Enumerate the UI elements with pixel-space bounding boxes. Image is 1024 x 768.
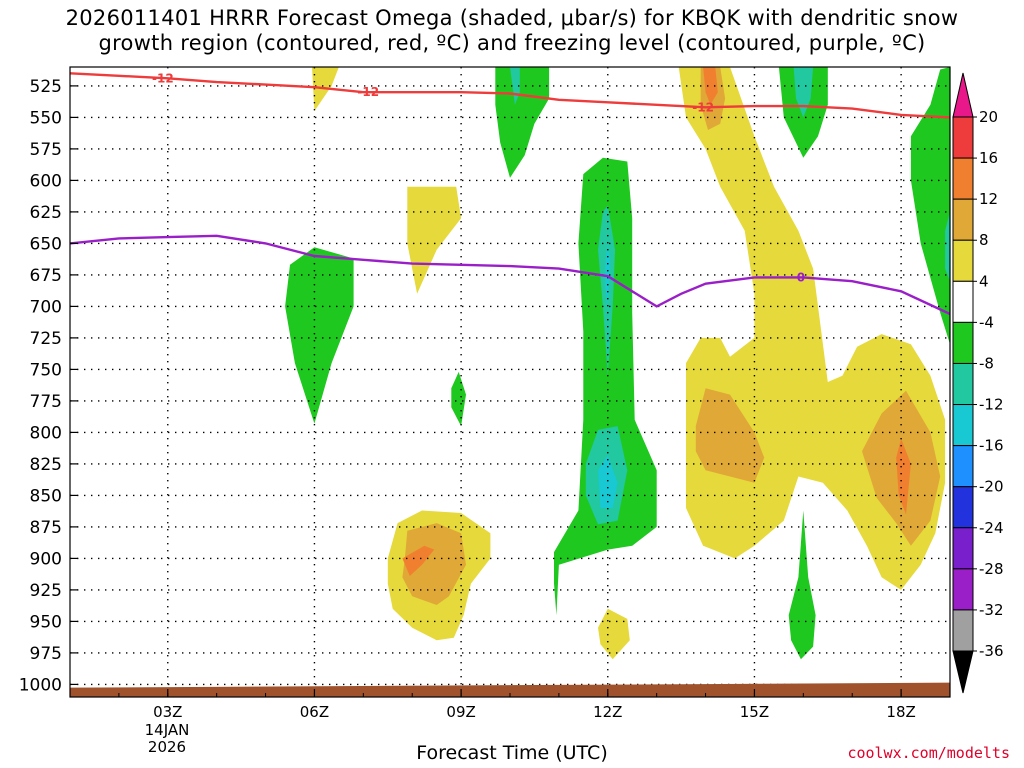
colorbar-band <box>952 568 974 611</box>
colorbar-band <box>952 321 974 364</box>
omega-region-15 <box>945 211 950 282</box>
x-axis-title: Forecast Time (UTC) <box>416 742 608 764</box>
colorbar-bottom-arrow <box>952 650 974 694</box>
y-tick-label: 925 <box>30 581 62 601</box>
omega-region-4 <box>495 67 550 178</box>
terrain-surface <box>70 682 950 697</box>
omega-region-17 <box>402 523 466 605</box>
y-tick-label: 825 <box>30 455 62 475</box>
omega-shading <box>285 67 950 660</box>
y-axis: 525 550 575 600 625 650 675 700 725 750 775 800 825 8… <box>19 77 78 695</box>
y-tick-label: 625 <box>30 203 62 223</box>
omega-region-22 <box>703 67 718 105</box>
colorbar-band <box>952 157 974 200</box>
contour-lines: -12 -12 -12 0 <box>70 71 950 316</box>
date-line-day: 14JAN <box>144 721 190 739</box>
x-tick-label: 18Z <box>886 703 915 721</box>
freezing-contour-line <box>70 234 950 316</box>
x-tick-label: 15Z <box>740 703 769 721</box>
y-tick-label: 950 <box>30 612 62 632</box>
x-axis: 03Z 06Z 09Z 12Z 15Z 18Z <box>69 689 951 721</box>
colorbar-label: -8 <box>979 354 994 372</box>
y-tick-label: 675 <box>30 266 62 286</box>
y-tick-label: 750 <box>30 360 62 380</box>
y-tick-label: 875 <box>30 518 62 538</box>
y-tick-label: 525 <box>30 77 62 97</box>
y-tick-label: 700 <box>30 297 62 317</box>
y-tick-label: 900 <box>30 549 62 569</box>
omega-region-19 <box>598 608 630 660</box>
dgz-contour-label: -12 <box>357 85 379 99</box>
omega-region-25 <box>896 438 911 515</box>
y-tick-label: 600 <box>30 171 62 191</box>
colorbar-band <box>952 609 974 652</box>
colorbar-band <box>952 486 974 529</box>
omega-region-18 <box>402 545 435 576</box>
colorbar: 20 16 12 8 4 -4 -8 -12 -16 -20 -24 -28 -32 -36 <box>952 72 1004 694</box>
y-tick-label: 725 <box>30 329 62 349</box>
omega-region-3 <box>451 371 466 427</box>
y-tick-label: 550 <box>30 108 62 128</box>
freezing-contour-label: 0 <box>797 270 805 284</box>
colorbar-band <box>952 527 974 570</box>
colorbar-label: -12 <box>979 396 1004 414</box>
colorbar-label: -24 <box>979 519 1004 537</box>
omega-region-8 <box>605 243 611 307</box>
colorbar-band <box>952 362 974 406</box>
omega-region-6 <box>554 157 657 616</box>
dgz-contour-label: -12 <box>152 71 174 85</box>
y-tick-label: 800 <box>30 423 62 443</box>
x-tick-label: 09Z <box>446 703 475 721</box>
colorbar-band <box>952 198 974 241</box>
date-block: 14JAN 2026 <box>127 722 207 756</box>
y-tick-label: 850 <box>30 486 62 506</box>
colorbar-band <box>952 445 974 488</box>
x-tick-label: 03Z <box>153 703 182 721</box>
colorbar-label: -16 <box>979 437 1004 455</box>
date-line-year: 2026 <box>147 738 187 756</box>
y-tick-label: 1000 <box>19 675 62 695</box>
omega-region-14 <box>910 67 950 345</box>
omega-region-2 <box>285 247 354 424</box>
dgz-contour-label: -12 <box>692 100 714 114</box>
colorbar-label: -20 <box>979 478 1004 496</box>
omega-region-13 <box>788 510 816 660</box>
colorbar-top-arrow <box>952 72 974 118</box>
y-tick-label: 775 <box>30 392 62 412</box>
grid-lines <box>70 67 950 697</box>
colorbar-label: -28 <box>979 560 1004 578</box>
colorbar-band <box>952 239 974 282</box>
colorbar-label: -4 <box>979 313 994 331</box>
omega-region-1 <box>407 186 462 294</box>
colorbar-band <box>952 116 974 159</box>
colorbar-label: 4 <box>979 272 989 290</box>
colorbar-band <box>952 404 974 447</box>
chart-title: 2026011401 HRRR Forecast Omega (shaded, … <box>65 6 959 55</box>
omega-region-23 <box>695 388 765 483</box>
colorbar-label: -32 <box>979 601 1004 619</box>
colorbar-label: 12 <box>979 190 998 208</box>
colorbar-label: 20 <box>979 108 998 126</box>
x-tick-label: 06Z <box>300 703 329 721</box>
colorbar-band <box>952 280 974 323</box>
y-tick-label: 975 <box>30 644 62 664</box>
y-tick-label: 575 <box>30 140 62 160</box>
colorbar-label: 8 <box>979 231 989 249</box>
colorbar-label: 16 <box>979 149 998 167</box>
watermark: coolwx.com/modelts <box>847 744 1010 762</box>
terrain-fill <box>70 682 950 697</box>
colorbar-label: -36 <box>979 642 1004 660</box>
x-tick-label: 12Z <box>593 703 622 721</box>
dgz-contour-line <box>70 72 950 119</box>
omega-region-12 <box>793 67 814 118</box>
y-tick-label: 650 <box>30 234 62 254</box>
